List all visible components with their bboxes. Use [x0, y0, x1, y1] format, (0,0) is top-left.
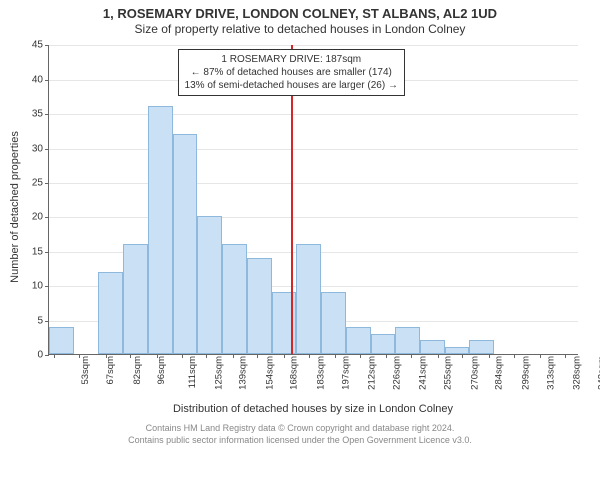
histogram-bar — [296, 244, 321, 354]
histogram-bar — [420, 340, 445, 354]
x-tick-label: 226sqm — [385, 356, 402, 390]
x-tick-label: 299sqm — [514, 356, 531, 390]
x-tick-mark — [79, 354, 80, 358]
histogram-bar — [49, 327, 74, 355]
y-tick-mark — [45, 114, 49, 115]
x-tick-label: 168sqm — [283, 356, 300, 390]
x-tick-mark — [233, 354, 234, 358]
histogram-bar — [222, 244, 247, 354]
chart-area: Number of detached properties 0510152025… — [0, 37, 600, 417]
histogram-bar — [148, 106, 173, 354]
gridline — [49, 183, 578, 184]
histogram-bar — [469, 340, 494, 354]
annotation-line: 1 ROSEMARY DRIVE: 187sqm — [185, 53, 398, 66]
gridline — [49, 217, 578, 218]
x-tick-label: 154sqm — [258, 356, 275, 390]
y-tick-mark — [45, 149, 49, 150]
footer-line-1: Contains HM Land Registry data © Crown c… — [0, 423, 600, 434]
x-tick-mark — [360, 354, 361, 358]
x-tick-label: 82sqm — [126, 356, 143, 385]
histogram-bar — [371, 334, 396, 355]
x-tick-mark — [257, 354, 258, 358]
footer-line-2: Contains public sector information licen… — [0, 435, 600, 446]
x-tick-label: 313sqm — [539, 356, 556, 390]
x-tick-label: 53sqm — [74, 356, 91, 385]
histogram-bar — [321, 292, 346, 354]
y-axis-title: Number of detached properties — [8, 37, 22, 377]
y-tick-mark — [45, 286, 49, 287]
x-tick-mark — [462, 354, 463, 358]
chart-footer: Contains HM Land Registry data © Crown c… — [0, 423, 600, 446]
y-tick-mark — [45, 80, 49, 81]
histogram-bar — [98, 272, 123, 355]
histogram-bar — [247, 258, 272, 354]
x-tick-label: 139sqm — [232, 356, 249, 390]
x-tick-mark — [284, 354, 285, 358]
x-tick-label: 342sqm — [590, 356, 600, 390]
x-tick-mark — [386, 354, 387, 358]
x-tick-label: 255sqm — [436, 356, 453, 390]
x-tick-label: 212sqm — [361, 356, 378, 390]
x-tick-mark — [335, 354, 336, 358]
x-tick-mark — [540, 354, 541, 358]
x-tick-label: 125sqm — [207, 356, 224, 390]
x-tick-label: 241sqm — [412, 356, 429, 390]
x-tick-label: 96sqm — [150, 356, 167, 385]
annotation-box: 1 ROSEMARY DRIVE: 187sqm← 87% of detache… — [178, 49, 405, 96]
y-tick-mark — [45, 252, 49, 253]
y-tick-mark — [45, 45, 49, 46]
y-tick-mark — [45, 355, 49, 356]
y-tick-mark — [45, 217, 49, 218]
plot-area: 05101520253035404553sqm67sqm82sqm96sqm11… — [48, 45, 578, 355]
gridline — [49, 149, 578, 150]
x-tick-mark — [438, 354, 439, 358]
x-tick-mark — [309, 354, 310, 358]
y-tick-mark — [45, 183, 49, 184]
x-tick-label: 328sqm — [565, 356, 582, 390]
x-tick-label: 111sqm — [181, 356, 198, 388]
x-tick-mark — [130, 354, 131, 358]
histogram-bar — [197, 216, 222, 354]
histogram-bar — [395, 327, 420, 355]
x-tick-mark — [157, 354, 158, 358]
gridline — [49, 114, 578, 115]
x-tick-mark — [565, 354, 566, 358]
gridline — [49, 45, 578, 46]
chart-header: 1, ROSEMARY DRIVE, LONDON COLNEY, ST ALB… — [0, 0, 600, 37]
annotation-line: ← 87% of detached houses are smaller (17… — [185, 66, 398, 79]
histogram-bar — [445, 347, 470, 354]
histogram-bar — [173, 134, 198, 354]
y-tick-mark — [45, 321, 49, 322]
annotation-line: 13% of semi-detached houses are larger (… — [185, 79, 398, 92]
x-tick-mark — [54, 354, 55, 358]
x-tick-label: 284sqm — [488, 356, 505, 390]
x-tick-label: 197sqm — [334, 356, 351, 390]
x-axis-title: Distribution of detached houses by size … — [48, 403, 578, 415]
chart-subtitle: Size of property relative to detached ho… — [0, 22, 600, 37]
x-tick-mark — [106, 354, 107, 358]
x-tick-mark — [182, 354, 183, 358]
histogram-bar — [123, 244, 148, 354]
x-tick-mark — [489, 354, 490, 358]
chart-title: 1, ROSEMARY DRIVE, LONDON COLNEY, ST ALB… — [0, 6, 600, 22]
x-tick-mark — [206, 354, 207, 358]
histogram-bar — [346, 327, 371, 355]
x-tick-label: 183sqm — [309, 356, 326, 390]
x-tick-mark — [411, 354, 412, 358]
x-tick-mark — [514, 354, 515, 358]
x-tick-label: 270sqm — [463, 356, 480, 390]
x-tick-label: 67sqm — [99, 356, 116, 385]
